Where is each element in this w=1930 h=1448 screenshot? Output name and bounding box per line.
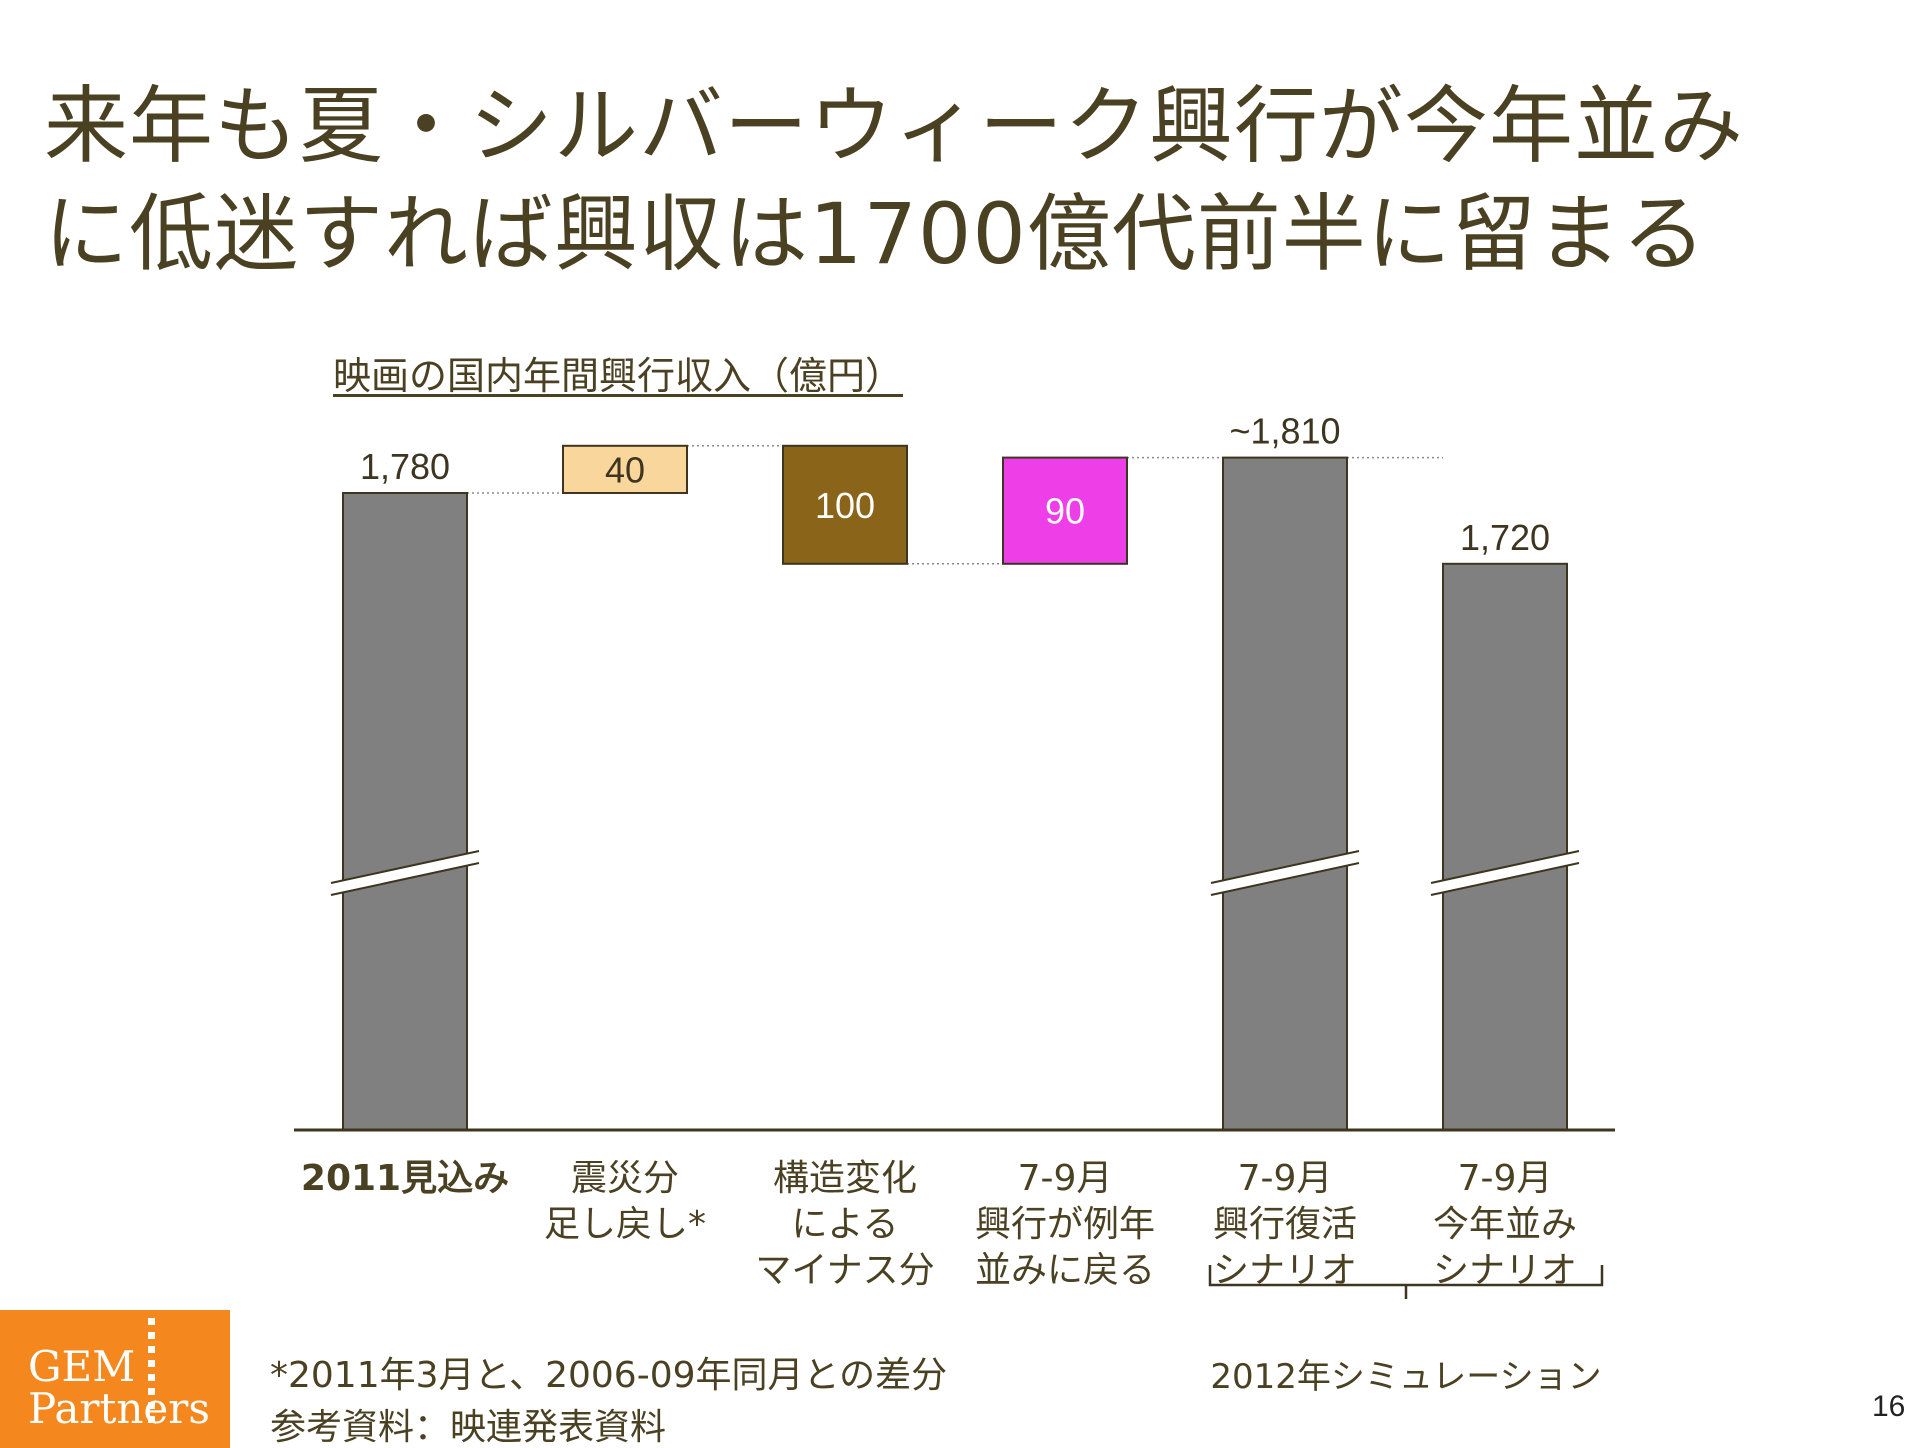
axis-break-gap: [1431, 851, 1579, 895]
bar: [1002, 456, 1128, 565]
data-label: 1,780: [360, 446, 450, 487]
simulation-bracket-label: 2012年シミュレーション: [1210, 1357, 1601, 1397]
category-label-line: 今年並み: [1433, 1204, 1577, 1245]
footnote-line-2: 参考資料：映連発表資料: [270, 1407, 667, 1448]
logo-line-2: Partners: [28, 1384, 210, 1433]
slide-title-line-1: 来年も夏・シルバーウィーク興行が今年並み: [44, 77, 1745, 175]
logo-line-1: GEM: [28, 1342, 136, 1391]
axis-break-line: [330, 862, 480, 896]
category-label: 構造変化によるマイナス分: [755, 1158, 934, 1291]
axis-break-gap: [331, 851, 479, 895]
slide-title-line-2: に低迷すれば興収は1700億代前半に留まる: [44, 185, 1707, 283]
category-label-line: マイナス分: [755, 1250, 934, 1291]
data-label: 90: [1045, 491, 1085, 532]
bar: [562, 444, 688, 494]
axis-break-line: [1210, 862, 1360, 896]
data-label: 40: [605, 449, 645, 490]
slide-title: 来年も夏・シルバーウィーク興行が今年並み に低迷すれば興収は1700億代前半に留…: [44, 72, 1904, 288]
bar: [342, 492, 468, 1131]
category-label-line: による: [792, 1204, 899, 1245]
data-label: 100: [815, 485, 875, 526]
category-label-line: 並みに戻る: [975, 1250, 1155, 1291]
category-label-line: 2011見込み: [301, 1158, 509, 1199]
category-label-line: 7-9月: [1018, 1158, 1113, 1199]
data-label: ~1,810: [1229, 411, 1340, 452]
category-label-line: 興行が例年: [975, 1204, 1155, 1245]
axis-break-line: [1430, 850, 1580, 884]
category-label-line: 構造変化: [773, 1158, 917, 1199]
data-label: 1,720: [1460, 517, 1550, 558]
category-label-line: 7-9月: [1238, 1158, 1333, 1199]
category-label: 震災分足し戻し*: [544, 1158, 706, 1245]
axis-break-line: [1210, 850, 1360, 884]
footnote-line-1: *2011年3月と、2006-09年同月との差分: [270, 1355, 948, 1396]
bar: [1222, 456, 1348, 1132]
category-label: 7-9月興行復活シナリオ: [1213, 1158, 1357, 1291]
bar: [1442, 562, 1568, 1131]
simulation-bracket: [1208, 1265, 1604, 1299]
category-label-line: 7-9月: [1458, 1158, 1553, 1199]
category-label-line: 興行復活: [1213, 1204, 1357, 1245]
category-label: 7-9月興行が例年並みに戻る: [975, 1158, 1155, 1291]
axis-break-line: [1430, 862, 1580, 896]
axis-break-line: [330, 850, 480, 884]
category-label-line: 震災分: [571, 1158, 679, 1199]
gem-partners-logo: GEM Partners: [0, 1310, 230, 1448]
chart-heading: 映画の国内年間興行収入（億円）: [333, 354, 904, 398]
logo-dots-icon: [148, 1318, 156, 1430]
category-label: 7-9月今年並みシナリオ: [1433, 1158, 1577, 1291]
category-label: 2011見込み: [301, 1158, 509, 1199]
bar: [782, 444, 908, 565]
category-label-line: 足し戻し*: [544, 1204, 706, 1245]
page-number: 16: [1872, 1390, 1906, 1423]
footnote: *2011年3月と、2006-09年同月との差分 参考資料：映連発表資料: [270, 1350, 947, 1448]
axis-break-gap: [1211, 851, 1359, 895]
